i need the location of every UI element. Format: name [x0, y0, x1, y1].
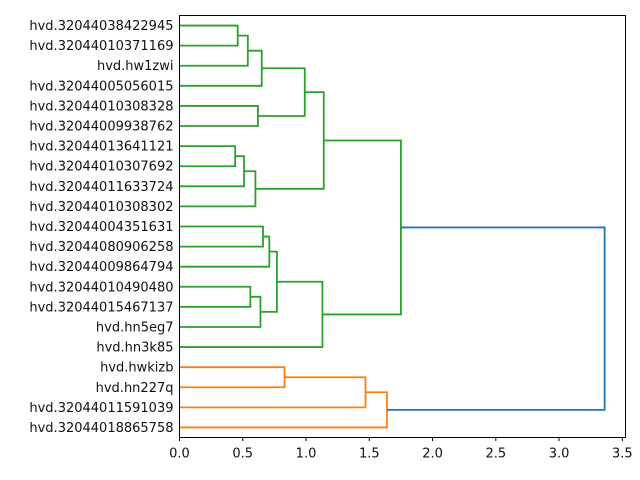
dendrogram-link	[179, 49, 263, 87]
dendrogram-link	[255, 91, 325, 190]
dendrogram-link	[179, 285, 252, 308]
leaf-label: hvd.hw1zwi	[97, 59, 174, 74]
dendrogram-link	[387, 226, 606, 411]
leaf-label: hvd.32044038422945	[29, 19, 173, 34]
dendrogram-link	[179, 295, 262, 328]
leaf-label: hvd.32044009938762	[29, 120, 173, 135]
x-tick-label: 0.0	[169, 447, 190, 462]
dendrogram-link	[179, 105, 259, 127]
leaf-labels: hvd.32044038422945 hvd.32044010371169 hvd.…	[29, 19, 173, 436]
leaf-label: hvd.hn5eg7	[96, 320, 174, 335]
dendrogram-link	[179, 34, 249, 67]
leaf-label: hvd.32044004351631	[29, 220, 173, 235]
dendrogram-link	[179, 366, 286, 389]
leaf-label: hvd.hn3k85	[96, 341, 173, 356]
leaf-label: hvd.hwkizb	[100, 361, 173, 376]
dendrogram-link	[260, 250, 278, 313]
dendrogram-link	[257, 67, 306, 117]
leaf-label: hvd.32044010371169	[29, 39, 173, 54]
dendrogram-link	[179, 376, 367, 409]
leaf-label: hvd.32044011591039	[29, 401, 173, 416]
leaf-label: hvd.32044005056015	[29, 79, 173, 94]
dendrogram-link	[179, 235, 271, 268]
x-tick-label: 3.5	[612, 447, 633, 462]
x-tick-label: 1.0	[296, 447, 317, 462]
dendrogram-link	[179, 24, 239, 47]
dendrogram-link	[179, 145, 237, 168]
dendrogram-link	[179, 391, 388, 429]
x-tick-label: 0.5	[232, 447, 253, 462]
leaf-label: hvd.32044013641121	[29, 140, 173, 155]
x-axis: 0.0 0.5 1.0 1.5 2.0 2.5 3.0 3.5	[169, 437, 633, 462]
x-tick-label: 3.0	[549, 447, 570, 462]
x-tick-label: 2.0	[422, 447, 443, 462]
x-tick-label: 2.5	[485, 447, 506, 462]
leaf-label: hvd.32044009864794	[29, 260, 173, 275]
leaf-label: hvd.hn227q	[96, 381, 174, 396]
dendrogram-link	[179, 280, 324, 348]
plot-frame	[179, 15, 626, 438]
dendrogram-links	[179, 24, 606, 429]
leaf-label: hvd.32044080906258	[29, 240, 173, 255]
leaf-label: hvd.32044010307692	[29, 160, 173, 175]
x-tick-label: 1.5	[359, 447, 380, 462]
leaf-label: hvd.32044015467137	[29, 300, 173, 315]
leaf-label: hvd.32044010308328	[29, 99, 173, 114]
leaf-label: hvd.32044010308302	[29, 200, 173, 215]
dendrogram-link	[179, 225, 264, 248]
dendrogram-link	[322, 139, 402, 316]
leaf-label: hvd.32044010490480	[29, 280, 173, 295]
leaf-label: hvd.32044011633724	[29, 180, 173, 195]
leaf-label: hvd.32044018865758	[29, 421, 173, 436]
